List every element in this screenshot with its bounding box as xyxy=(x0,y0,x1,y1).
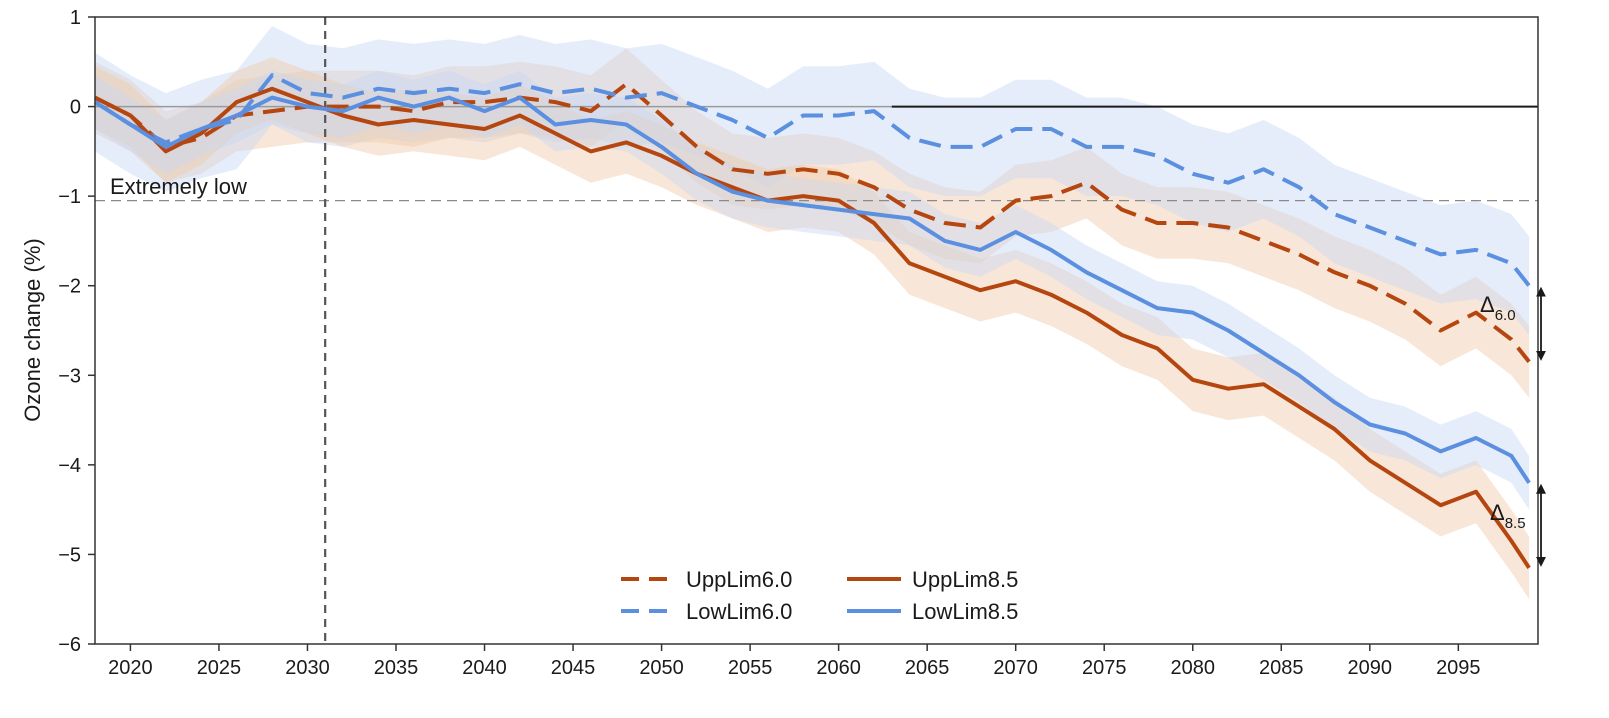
delta-annotations: Δ6.0 Δ8.5 xyxy=(1480,286,1546,567)
y-tick-label: −5 xyxy=(58,544,81,566)
y-axis-title: Ozone change (%) xyxy=(20,238,45,421)
delta-6-0-symbol: Δ xyxy=(1480,292,1495,317)
extremely-low-label: Extremely low xyxy=(110,174,247,199)
series-line-upplim6-0 xyxy=(94,82,1531,364)
y-tick-label: −2 xyxy=(58,276,81,298)
series-lines xyxy=(93,73,1531,569)
y-tick-label: 1 xyxy=(70,7,81,29)
y-tick-label: 0 xyxy=(70,97,81,119)
x-tick-label: 2065 xyxy=(905,657,950,679)
legend-item-lowlim-8-5: LowLim8.5 xyxy=(847,599,1018,624)
delta-6-0-label: Δ6.0 xyxy=(1480,292,1516,324)
series-line-lowlim8-5 xyxy=(93,95,1531,484)
legend-label-upplim-8-5: UppLim8.5 xyxy=(912,567,1018,592)
y-tick-label: −3 xyxy=(58,365,81,387)
x-tick-label: 2070 xyxy=(993,657,1038,679)
y-tick-label: −6 xyxy=(58,634,81,656)
x-tick-label: 2030 xyxy=(285,657,330,679)
x-tick-label: 2020 xyxy=(108,657,153,679)
x-tick-label: 2085 xyxy=(1259,657,1304,679)
series-line-lowlim6-0 xyxy=(93,73,1531,287)
x-tick-label: 2050 xyxy=(639,657,684,679)
legend: UppLim6.0 UppLim8.5 LowLim6.0 LowLim8.5 xyxy=(621,567,1018,624)
y-tick-label: −1 xyxy=(58,186,81,208)
x-tick-label: 2090 xyxy=(1348,657,1393,679)
legend-item-upplim-8-5: UppLim8.5 xyxy=(847,567,1018,592)
legend-label-lowlim-6-0: LowLim6.0 xyxy=(686,599,792,624)
delta-8-5-subscript: 8.5 xyxy=(1505,515,1526,532)
x-tick-label: 2080 xyxy=(1170,657,1215,679)
x-tick-label: 2055 xyxy=(728,657,773,679)
x-tick-label: 2045 xyxy=(551,657,596,679)
legend-label-upplim-6-0: UppLim6.0 xyxy=(686,567,792,592)
legend-label-lowlim-8-5: LowLim8.5 xyxy=(912,599,1018,624)
legend-item-lowlim-6-0: LowLim6.0 xyxy=(621,599,792,624)
y-tick-label: −4 xyxy=(58,455,81,477)
x-tick-label: 2095 xyxy=(1436,657,1481,679)
delta-6-0-subscript: 6.0 xyxy=(1495,307,1516,324)
legend-item-upplim-6-0: UppLim6.0 xyxy=(621,567,792,592)
x-tick-label: 2025 xyxy=(197,657,242,679)
delta-8-5-symbol: Δ xyxy=(1490,500,1505,525)
x-tick-label: 2075 xyxy=(1082,657,1127,679)
delta-8-5-label: Δ8.5 xyxy=(1490,500,1526,532)
x-tick-label: 2035 xyxy=(374,657,419,679)
x-axis-ticks: 2020 2025 2030 2035 2040 2045 2050 2055 2060 2065… xyxy=(108,644,1481,679)
x-tick-label: 2060 xyxy=(816,657,861,679)
x-tick-label: 2040 xyxy=(462,657,507,679)
series-line-upplim8-5 xyxy=(94,86,1531,569)
y-axis-ticks: 1 0 −1 −2 −3 −4 −5 −6 xyxy=(58,7,95,656)
band-upplim8-5 xyxy=(95,57,1530,600)
band-upplim6-0 xyxy=(95,48,1530,398)
uncertainty-bands xyxy=(95,26,1530,600)
